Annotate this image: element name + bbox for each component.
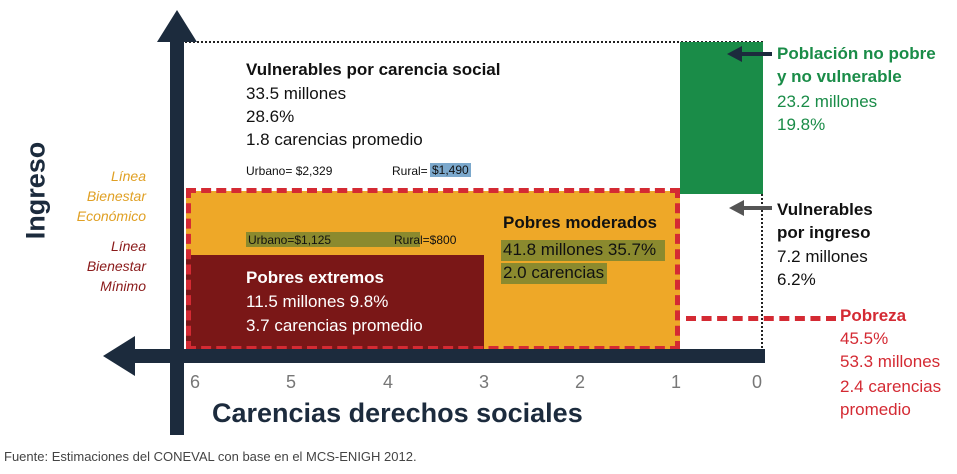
pobres-moderados-hl1 <box>501 240 665 261</box>
pobreza-percent: 45.5% <box>840 329 889 348</box>
pobreza-millones: 53.3 millones <box>840 352 941 371</box>
pobreza-leader <box>686 316 836 321</box>
y-axis-title: Ingreso <box>20 141 51 240</box>
y-axis-line <box>170 35 184 435</box>
vul-carencia-millones: 33.5 millones <box>246 84 347 103</box>
pobres-extremos-box <box>186 255 484 350</box>
x-tick-0: 0 <box>752 372 763 392</box>
pobres-moderados-title: Pobres moderados <box>503 213 657 232</box>
linea-bienestar-minimo-label: Línea Bienestar Mínimo <box>86 238 146 294</box>
source-note: Fuente: Estimaciones del CONEVAL con bas… <box>4 449 417 464</box>
pobreza-title: Pobreza <box>840 306 907 325</box>
x-tick-4: 4 <box>383 372 394 392</box>
pobres-urbano: Urbano=$1,125 <box>248 233 332 247</box>
pobreza-dashed-outline <box>186 188 680 351</box>
vul-carencia-percent: 28.6% <box>246 107 295 126</box>
pobreza-carencias: 2.4 carencias promedio <box>840 377 942 419</box>
no-pobre-percent: 19.8% <box>777 115 826 134</box>
x-tick-3: 3 <box>479 372 490 392</box>
x-tick-5: 5 <box>286 372 297 392</box>
vul-carencia-carencias: 1.8 carencias promedio <box>246 130 423 149</box>
vul-ingreso-millones: 7.2 millones <box>777 247 868 266</box>
vul-carencia-rural-label: Rural= <box>392 164 428 178</box>
no-pobre-title: Población no pobre y no vulnerable <box>777 44 936 86</box>
vul-carencia-title: Vulnerables por carencia social <box>246 60 501 79</box>
vul-ingreso-percent: 6.2% <box>777 270 816 289</box>
pobres-moderados-line1: 41.8 millones 35.7% <box>503 240 657 259</box>
pobres-moderados-hl2 <box>501 263 607 284</box>
x-axis-line <box>128 349 765 363</box>
vul-carencia-rural-value: $1,490 <box>430 163 471 177</box>
linea-bienestar-economico-label: Línea Bienestar Económico <box>76 168 146 224</box>
pobres-rural: Rural=$800 <box>394 233 457 247</box>
pobres-extremos-title: Pobres extremos <box>246 268 384 287</box>
x-axis-arrowhead <box>103 336 135 376</box>
vul-ingreso-title: Vulnerables por ingreso <box>777 200 873 242</box>
arrow-no-pobre-head <box>727 46 742 62</box>
x-tick-1: 1 <box>671 372 682 392</box>
pobres-extremos-line1: 11.5 millones 9.8% <box>246 292 389 311</box>
arrow-vul-ingreso-shaft <box>742 206 772 210</box>
no-pobre-box <box>680 42 763 194</box>
arrow-no-pobre-shaft <box>740 52 772 56</box>
x-axis-title: Carencias derechos sociales <box>212 398 583 428</box>
vul-carencia-urbano: Urbano= $2,329 <box>246 164 333 178</box>
right-column-outline <box>678 191 763 351</box>
y-axis-arrowhead <box>157 10 197 42</box>
x-tick-6: 6 <box>190 372 201 392</box>
arrow-vul-ingreso-head <box>729 200 744 216</box>
bienestar-minimo-strip <box>246 232 420 247</box>
x-tick-2: 2 <box>575 372 586 392</box>
pobres-moderados-line2: 2.0 carencias <box>503 263 605 282</box>
pobres-extremos-line2: 3.7 carencias promedio <box>246 316 423 335</box>
no-pobre-millones: 23.2 millones <box>777 92 878 111</box>
